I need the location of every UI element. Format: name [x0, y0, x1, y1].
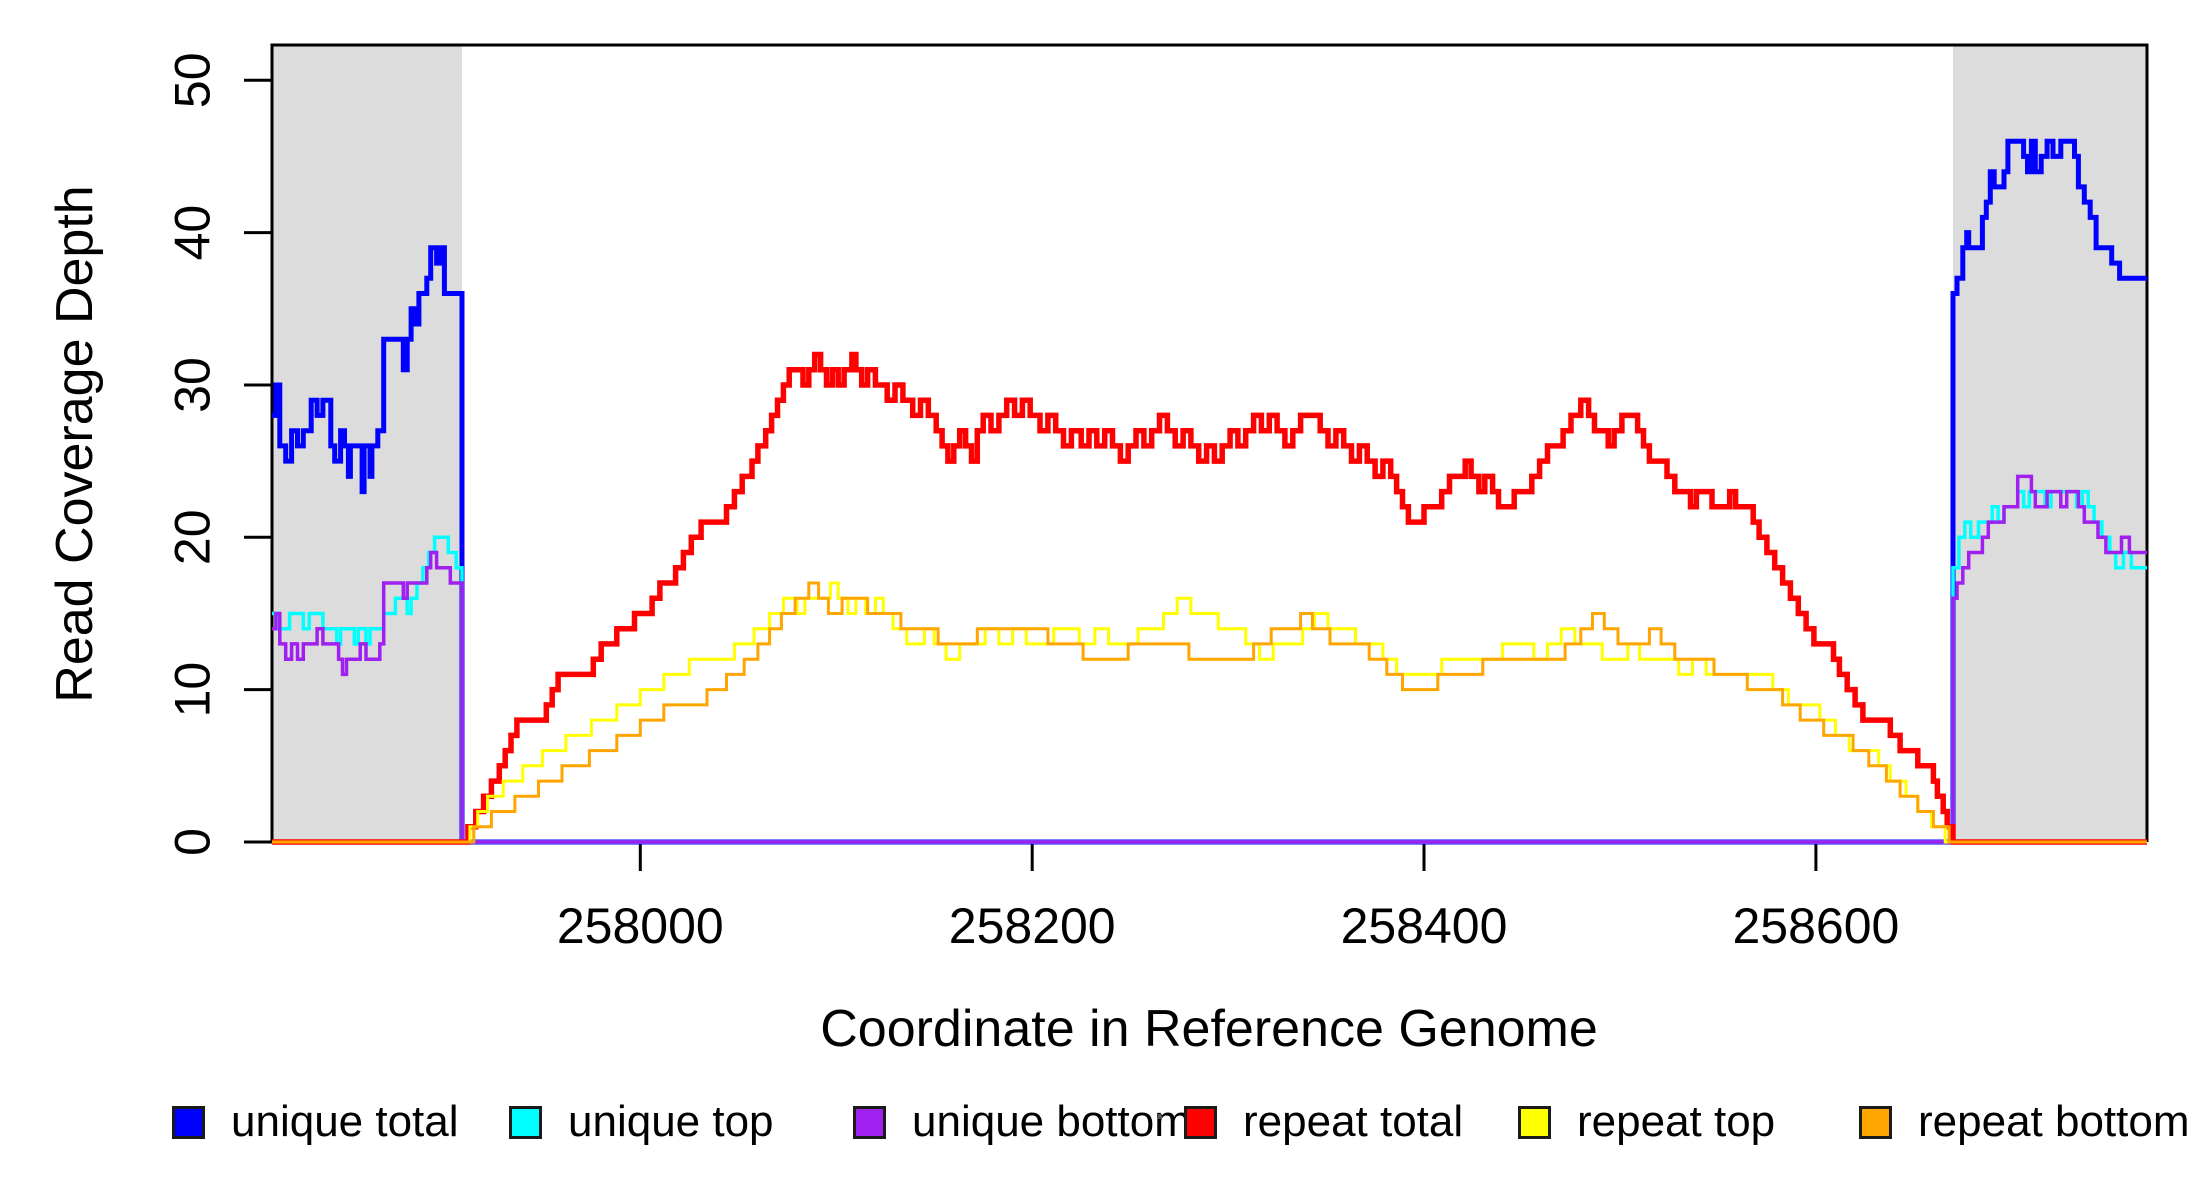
y-tick-label: 0	[165, 828, 221, 856]
legend-label: unique total	[231, 1097, 459, 1146]
shaded-region	[1953, 45, 2147, 842]
x-tick-label: 258000	[557, 898, 724, 954]
series-unique-top	[272, 489, 2147, 844]
legend-item-unique-total: unique total	[172, 1096, 459, 1148]
legend-item-repeat-total: repeat total	[1184, 1096, 1463, 1148]
unique-top-swatch	[509, 1105, 542, 1139]
legend-item-repeat-bottom: repeat bottom	[1859, 1096, 2190, 1148]
series-unique-bottom	[272, 474, 2147, 844]
repeat-total-swatch	[1184, 1105, 1217, 1139]
plot-box	[270, 43, 2149, 842]
y-tick-label: 10	[165, 662, 221, 718]
legend-item-repeat-top: repeat top	[1518, 1096, 1775, 1148]
legend-label: repeat top	[1577, 1097, 1776, 1146]
x-tick-label: 258600	[1732, 898, 1899, 954]
legend: unique total unique top unique bottom re…	[0, 1096, 2200, 1156]
unique-bottom-swatch	[853, 1105, 886, 1139]
x-tick-label: 258400	[1341, 898, 1508, 954]
series-repeat-top	[272, 581, 2147, 844]
y-tick-label: 50	[165, 52, 221, 108]
stray-dot	[1158, 1114, 1162, 1119]
legend-label: unique bottom	[912, 1097, 1191, 1146]
legend-label: repeat total	[1243, 1097, 1464, 1146]
y-axis-title: Read Coverage Depth	[46, 185, 104, 703]
y-tick-label: 40	[165, 205, 221, 261]
series-repeat-bottom	[272, 581, 2147, 844]
y-tick-label: 20	[165, 509, 221, 565]
repeat-bottom-swatch	[1859, 1105, 1892, 1139]
x-tick-label: 258200	[949, 898, 1116, 954]
legend-item-unique-bottom: unique bottom	[853, 1096, 1191, 1148]
unique-total-swatch	[172, 1105, 205, 1139]
x-axis-title: Coordinate in Reference Genome	[820, 1000, 1598, 1058]
repeat-top-swatch	[1518, 1105, 1551, 1139]
series-repeat-total	[272, 351, 2147, 845]
legend-label: repeat bottom	[1918, 1097, 2190, 1146]
y-tick-label: 30	[165, 357, 221, 413]
legend-item-unique-top: unique top	[509, 1096, 774, 1148]
series-unique-total	[272, 138, 2147, 845]
legend-label: unique top	[568, 1097, 774, 1146]
